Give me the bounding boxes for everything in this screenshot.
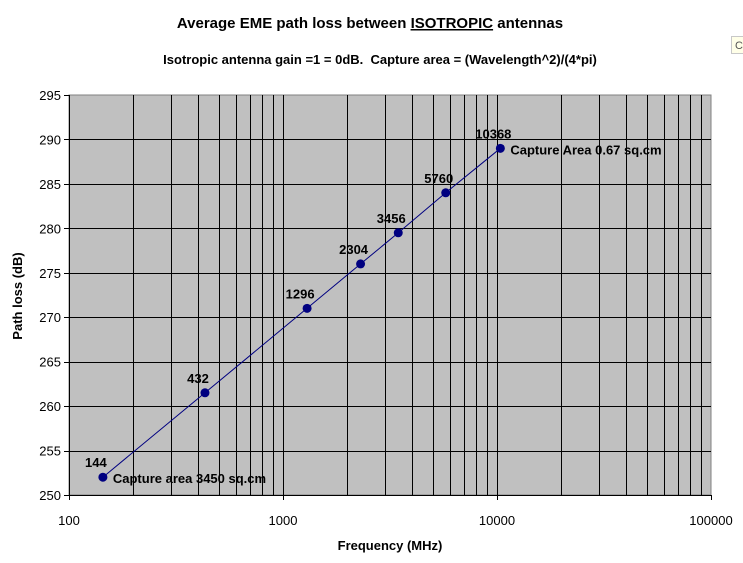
y-tick-label: 280 [39, 221, 61, 236]
x-tick-label: 100 [58, 513, 80, 528]
chart-subtitle: Isotropic antenna gain =1 = 0dB. Capture… [163, 52, 597, 67]
x-tick-label: 10000 [479, 513, 515, 528]
plot-area [68, 94, 712, 496]
y-tick-label: 285 [39, 177, 61, 192]
y-tick-label: 255 [39, 444, 61, 459]
data-point [302, 303, 312, 313]
data-label: 144 [85, 455, 107, 470]
data-point [441, 188, 451, 198]
y-tick-label: 295 [39, 88, 61, 103]
grid [69, 95, 711, 495]
data-label: 432 [187, 371, 209, 386]
annotation: Capture Area 0.67 sq.cm [510, 142, 661, 157]
annotation: Capture area 3450 sq.cm [113, 471, 266, 486]
x-axis-label: Frequency (MHz) [338, 538, 443, 553]
chart-title: Average EME path loss between ISOTROPIC … [177, 15, 563, 32]
y-tick-label: 250 [39, 488, 61, 503]
x-tick-label: 1000 [269, 513, 298, 528]
y-tick-label: 270 [39, 310, 61, 325]
y-tick-label: 265 [39, 355, 61, 370]
y-axis-label: Path loss (dB) [10, 252, 25, 339]
chart-title-prefix: Average EME path loss between [177, 15, 411, 32]
x-tick-label: 100000 [689, 513, 732, 528]
data-labels: 144 432 1296 2304 3456 5760 10368 Capture area … [85, 126, 662, 486]
y-tick-label: 275 [39, 266, 61, 281]
data-label: 10368 [475, 126, 511, 141]
data-label: 1296 [286, 286, 315, 301]
data-point [98, 472, 108, 482]
data-point [200, 388, 210, 398]
data-point [356, 259, 366, 269]
data-series [98, 143, 505, 482]
data-point [393, 228, 403, 238]
chart-title-suffix: antennas [493, 15, 563, 32]
data-label: 2304 [339, 242, 369, 257]
axes: 250 255 260 265 270 275 280 285 290 295 100 1000 100… [39, 88, 732, 528]
y-tick-label: 290 [39, 132, 61, 147]
cell-fragment: C [731, 36, 743, 54]
y-tick-label: 260 [39, 399, 61, 414]
data-point [495, 143, 505, 153]
data-label: 5760 [424, 171, 453, 186]
chart-title-emphasis: ISOTROPIC [411, 15, 494, 32]
data-label: 3456 [377, 211, 406, 226]
